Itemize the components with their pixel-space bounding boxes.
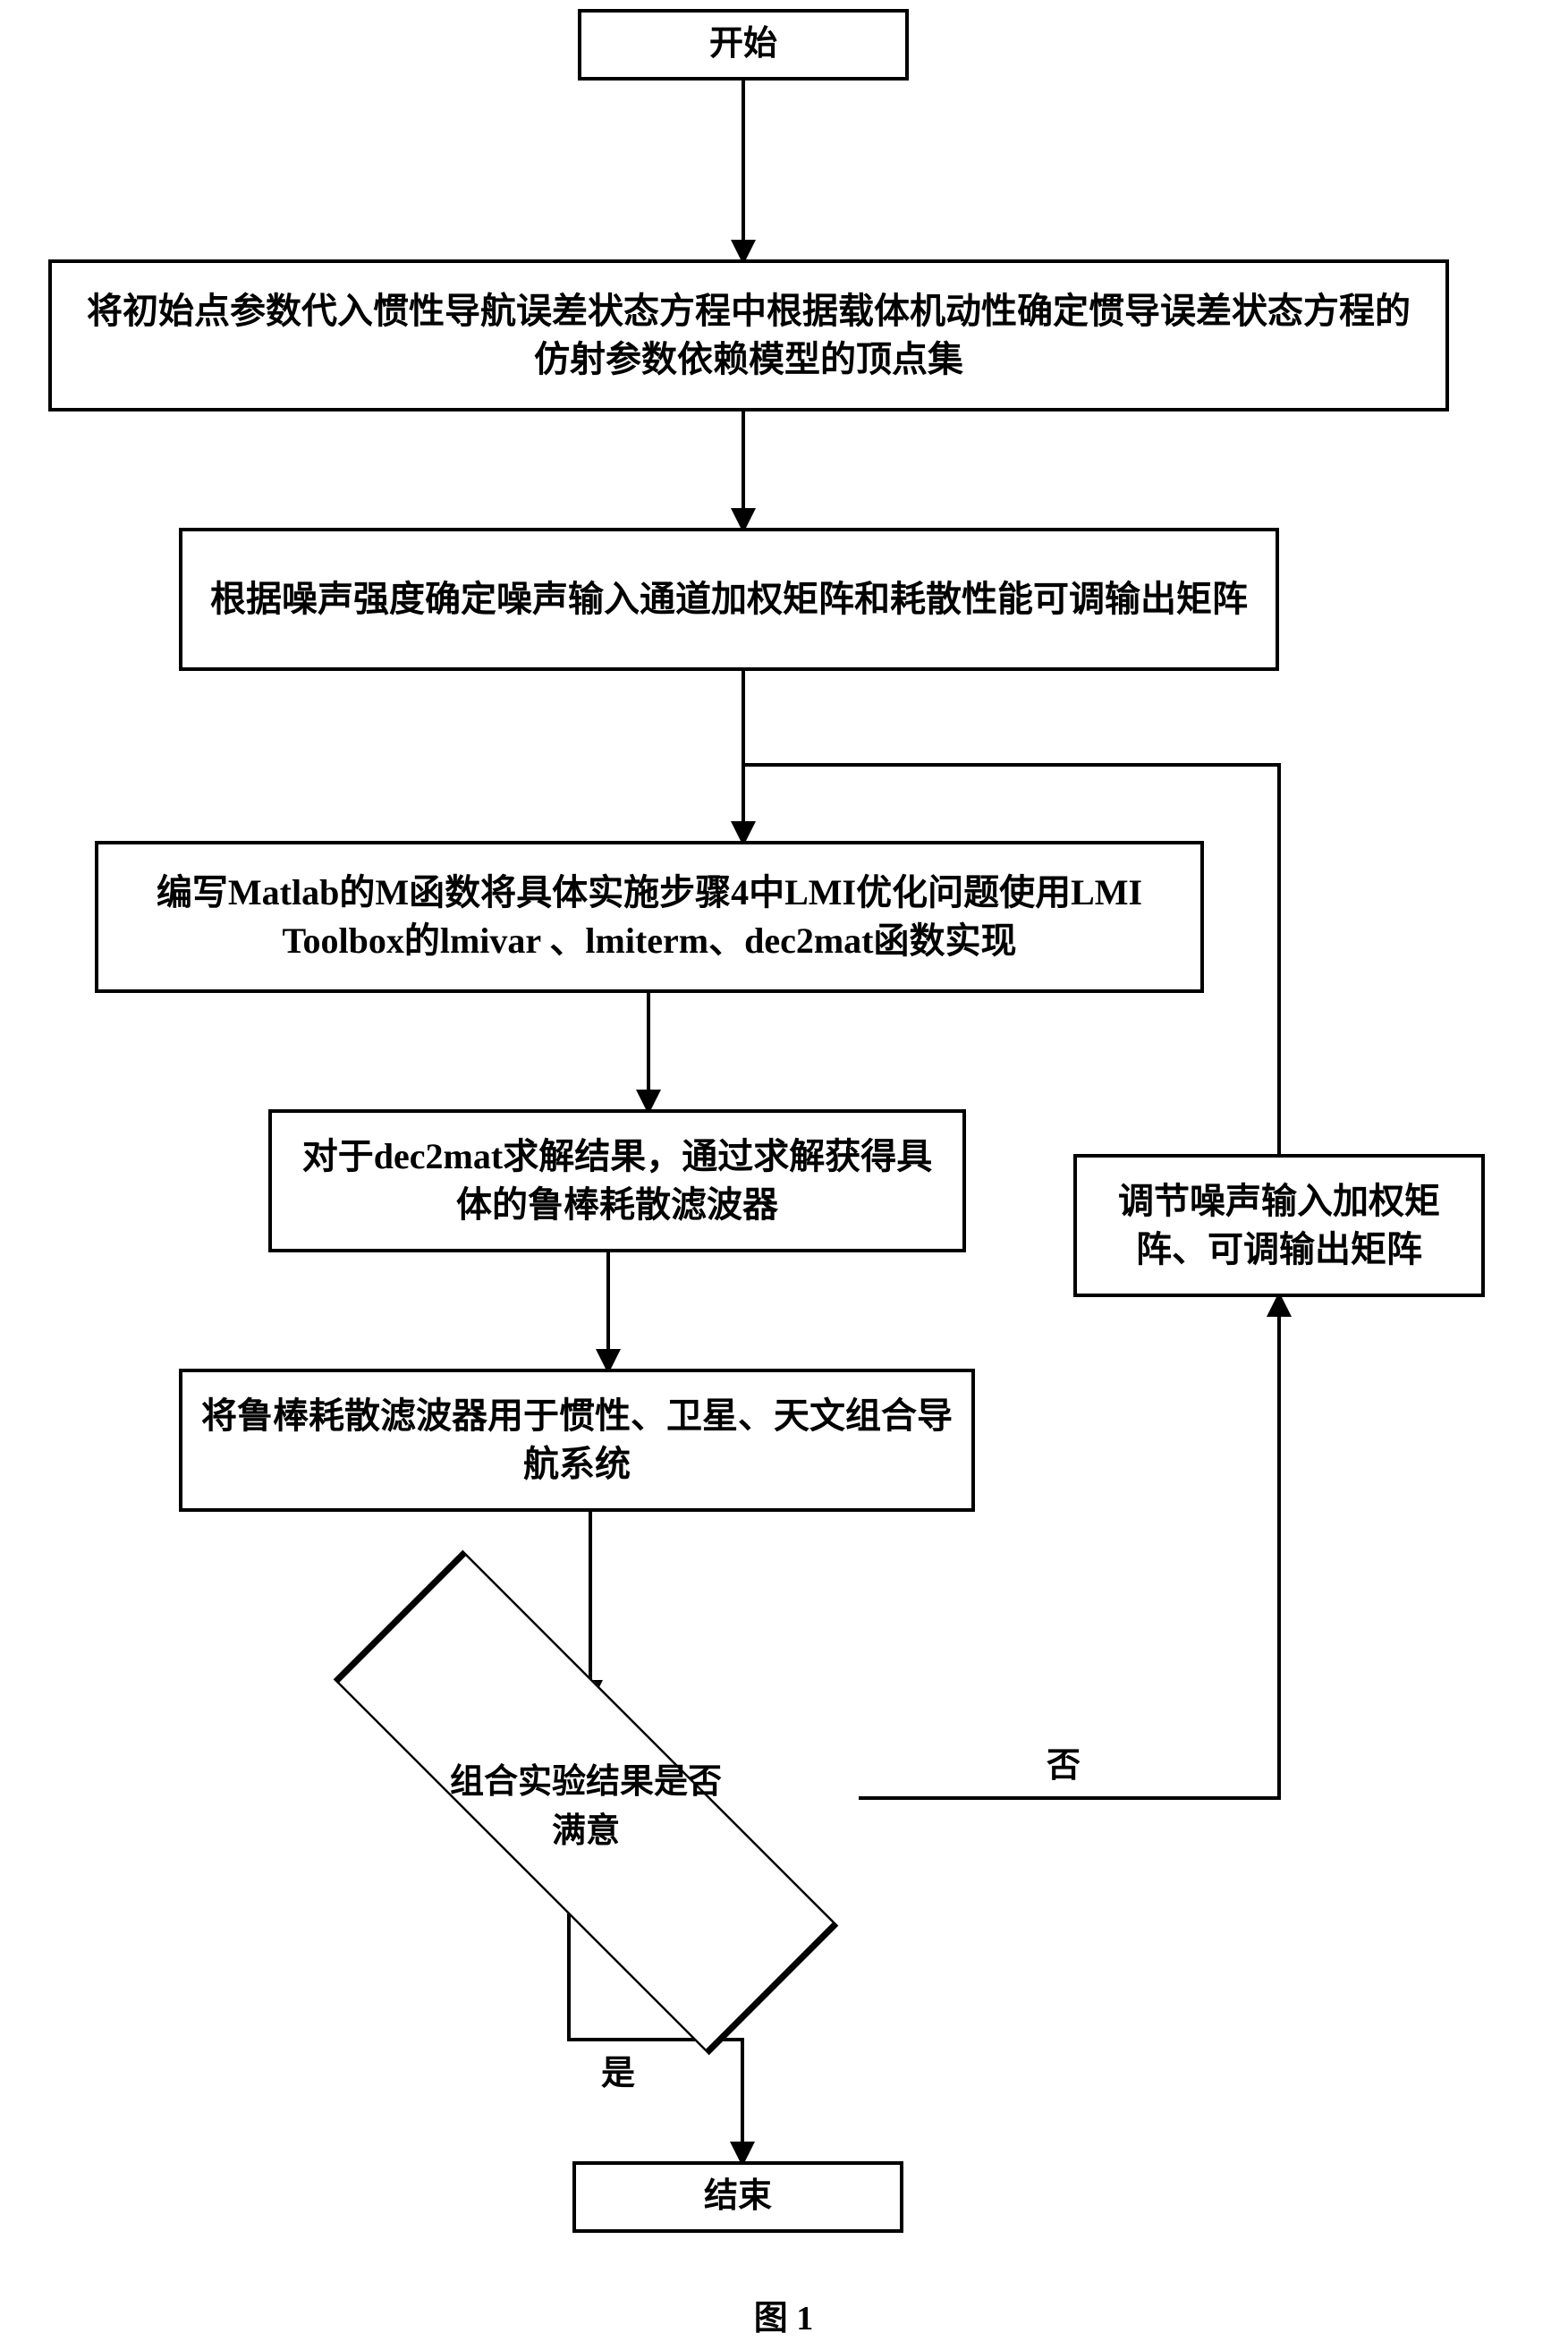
- node-step5: 将鲁棒耗散滤波器用于惯性、卫星、天文组合导航系统: [179, 1369, 975, 1512]
- node-start-label: 开始: [709, 21, 777, 67]
- node-adjust: 调节噪声输入加权矩阵、可调输出矩阵: [1073, 1154, 1485, 1297]
- node-step2-label: 根据噪声强度确定噪声输入通道加权矩阵和耗散性能可调输出矩阵: [210, 575, 1248, 624]
- node-start: 开始: [578, 9, 909, 81]
- node-step4: 对于dec2mat求解结果，通过求解获得具体的鲁棒耗散滤波器: [268, 1109, 966, 1252]
- node-step1: 将初始点参数代入惯性导航误差状态方程中根据载体机动性确定惯导误差状态方程的仿射参…: [48, 259, 1449, 411]
- node-step3-label: 编写Matlab的M函数将具体实施步骤4中LMI优化问题使用LMI Toolbo…: [116, 869, 1182, 965]
- node-decision: 组合实验结果是否满意: [438, 1655, 733, 1950]
- node-end-label: 结束: [704, 2174, 772, 2219]
- node-adjust-label: 调节噪声输入加权矩阵、可调输出矩阵: [1095, 1177, 1463, 1274]
- node-step3: 编写Matlab的M函数将具体实施步骤4中LMI优化问题使用LMI Toolbo…: [95, 841, 1204, 993]
- node-end: 结束: [572, 2161, 903, 2233]
- node-decision-label: 组合实验结果是否满意: [438, 1753, 733, 1852]
- node-step4-label: 对于dec2mat求解结果，通过求解获得具体的鲁棒耗散滤波器: [290, 1133, 945, 1229]
- edge-label-decision-adjust: 否: [1047, 1737, 1081, 1786]
- figure-caption: 图 1: [694, 2290, 873, 2339]
- node-step2: 根据噪声强度确定噪声输入通道加权矩阵和耗散性能可调输出矩阵: [179, 528, 1279, 671]
- edge-label-decision-end: 是: [601, 2045, 635, 2094]
- node-step5-label: 将鲁棒耗散滤波器用于惯性、卫星、天文组合导航系统: [200, 1392, 954, 1489]
- node-step1-label: 将初始点参数代入惯性导航误差状态方程中根据载体机动性确定惯导误差状态方程的仿射参…: [70, 287, 1428, 384]
